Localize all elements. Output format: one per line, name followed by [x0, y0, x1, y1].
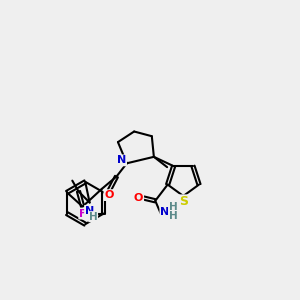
Text: O: O [104, 190, 114, 200]
Text: O: O [134, 193, 143, 203]
Text: S: S [179, 195, 188, 208]
Text: H: H [169, 211, 177, 221]
Text: N: N [160, 207, 169, 217]
Text: H: H [89, 212, 98, 222]
Text: N: N [85, 206, 94, 216]
Text: F: F [79, 208, 87, 219]
Text: H: H [169, 202, 177, 212]
Text: N: N [117, 155, 126, 165]
